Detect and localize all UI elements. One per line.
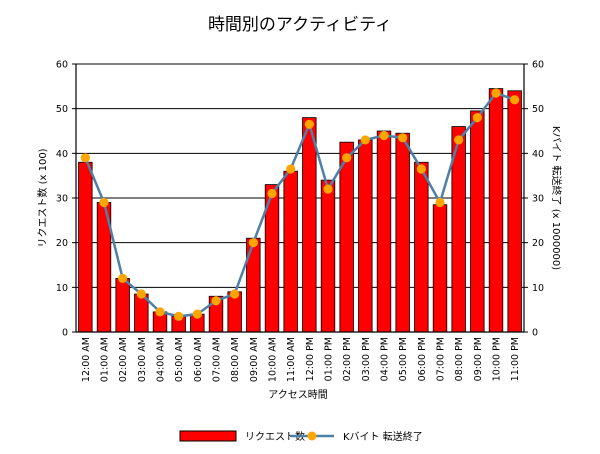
y-tick-label-right: 0 [532,328,538,339]
y-tick-label-left: 50 [56,104,68,115]
bar [339,141,354,333]
x-axis-label: アクセス時間 [268,389,328,401]
x-tick-label: 05:00 PM [398,337,409,381]
line-marker [230,289,240,299]
line-marker [416,164,426,174]
x-tick-label: 10:00 AM [268,337,279,382]
x-tick-label: 12:00 AM [81,337,92,382]
y-tick-label-right: 50 [532,104,544,115]
y-tick-label-right: 10 [532,283,544,294]
x-tick-label: 08:00 AM [230,337,241,382]
bar [376,130,392,333]
line-marker [155,307,165,317]
axes [72,63,528,333]
line-marker [304,119,314,129]
y-axis-label-right: Kバイト 転送終了 (x 1000000) [550,126,563,270]
line-marker [323,184,333,194]
line-marker [99,197,109,208]
x-tick-label: 11:00 AM [286,337,297,382]
y-tick-label-left: 0 [62,328,68,339]
line-marker [379,130,389,141]
line-marker [491,88,501,98]
x-tick-label: 04:00 PM [380,337,391,381]
line-marker [510,95,520,105]
x-tick-label: 03:00 PM [361,337,372,381]
bar [358,139,373,333]
legend-swatch-marker [307,431,317,441]
line-marker [248,238,258,248]
line-marker [435,197,445,208]
bar [432,204,448,333]
line-marker [360,135,370,145]
bar [283,170,298,333]
x-tick-label: 05:00 AM [174,337,185,382]
series-line [84,91,516,318]
x-tick-label: 12:00 PM [305,337,316,381]
x-tick-label: 03:00 AM [137,337,148,382]
bar [414,161,429,333]
x-tick-label: 10:00 PM [492,337,503,381]
x-tick-label: 02:00 AM [118,337,129,382]
x-tick-label: 07:00 PM [436,337,447,381]
bar [78,161,93,333]
line-marker [286,164,296,174]
line-marker [398,133,408,143]
line-marker [211,296,221,306]
line-marker [174,311,184,321]
line-marker [267,188,277,199]
tick-labels: 0 0 10 10 20 20 30 30 40 40 50 50 60 60 12:00 AM 01:00 … [56,60,544,383]
legend-label-line: Kバイト 転送終了 [343,430,423,443]
x-tick-label: 06:00 AM [193,337,204,382]
bar [320,179,336,333]
legend-swatch-bar [179,430,237,442]
line-marker [454,135,464,145]
bar [115,277,130,333]
y-tick-label-left: 40 [56,149,68,160]
bar [470,110,485,333]
y-tick-label-left: 20 [56,238,68,249]
line-marker [136,289,146,299]
x-tick-label: 01:00 PM [324,337,335,381]
bar [488,88,504,333]
y-tick-label-left: 60 [56,60,68,71]
line-marker [192,309,202,319]
y-tick-label-right: 60 [532,60,544,71]
line-series [80,88,520,321]
y-tick-label-left: 10 [56,283,68,294]
x-tick-label: 09:00 PM [473,337,484,381]
legend-label-bar: リクエスト数 [245,430,305,443]
y-tick-label-right: 40 [532,149,544,160]
line-marker [472,113,482,123]
chart-title: 時間別のアクティビティ [208,15,392,35]
legend: リクエスト数 Kバイト 転送終了 [179,430,423,443]
line-marker [342,153,352,163]
bar [302,117,317,333]
grid [76,63,524,288]
x-tick-label: 01:00 AM [100,337,111,382]
x-tick-label: 04:00 AM [156,337,167,382]
bar [507,90,522,333]
line-marker [80,153,90,163]
y-tick-label-right: 30 [532,194,544,205]
x-tick-label: 11:00 PM [510,337,521,381]
x-tick-label: 02:00 PM [342,337,353,381]
y-tick-label-right: 20 [532,238,544,249]
x-tick-label: 08:00 PM [454,337,465,381]
y-axis-label-left: リクエスト数 (x 100) [36,148,49,247]
bar [395,132,410,333]
x-tick-label: 06:00 PM [417,337,428,381]
y-tick-label-left: 30 [56,194,68,205]
line-marker [118,273,128,283]
x-tick-label: 07:00 AM [212,337,223,382]
x-tick-label: 09:00 AM [249,337,260,382]
